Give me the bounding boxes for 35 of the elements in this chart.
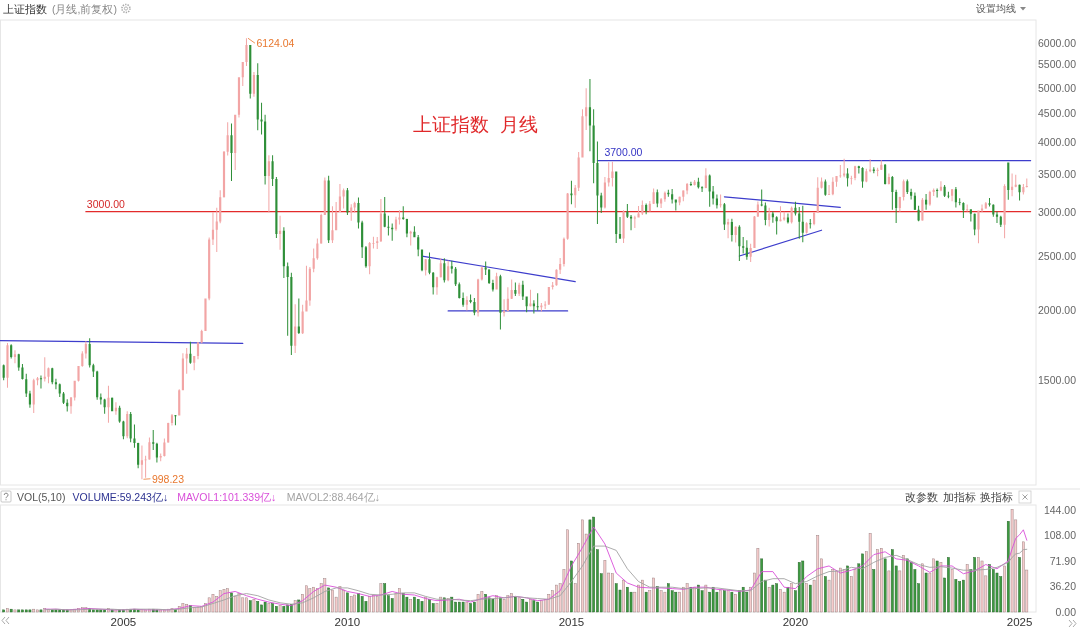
chart-title: VOL(5,10) xyxy=(17,491,66,503)
x-tick-label: 2025 xyxy=(1006,616,1033,628)
y-tick-label: 4000.00 xyxy=(1038,135,1077,148)
y-tick-label: 108.00 xyxy=(1043,529,1077,542)
x-tick-label: 2020 xyxy=(782,616,809,628)
text: 加指标 xyxy=(942,491,976,503)
annotation: 998.23 xyxy=(151,472,185,485)
y-tick-label: 2500.00 xyxy=(1038,250,1077,263)
y-tick-label: 2000.00 xyxy=(1038,304,1077,317)
text: MAVOL2:88.464亿↓ xyxy=(286,491,380,503)
text: 换指标 xyxy=(980,491,1013,503)
y-tick-label: 3500.00 xyxy=(1038,168,1077,181)
y-tick-label: 5500.00 xyxy=(1038,58,1077,71)
y-tick-label: 4500.00 xyxy=(1038,107,1077,120)
annotation: 3000.00 xyxy=(86,197,125,210)
y-tick-label: 6000.00 xyxy=(1038,37,1077,50)
y-tick-label: 5000.00 xyxy=(1038,81,1077,94)
y-tick-label: 144.00 xyxy=(1043,503,1077,516)
chart-subtitle: (月线,前复权) xyxy=(52,3,117,15)
y-tick-label: 3000.00 xyxy=(1038,205,1077,218)
text: VOLUME:59.243亿↓ xyxy=(72,491,169,503)
x-tick-label: 2005 xyxy=(110,616,137,628)
x-tick-label: 2010 xyxy=(334,616,361,628)
annotation: 6124.04 xyxy=(256,37,295,50)
text: 设置均线 xyxy=(976,3,1016,14)
annotation: 3700.00 xyxy=(604,145,643,158)
y-tick-label: 71.90 xyxy=(1049,555,1077,568)
text: 改参数 xyxy=(905,491,938,503)
annotation: 上证指数 月线 xyxy=(413,114,538,135)
text: MAVOL1:101.339亿↓ xyxy=(177,491,277,503)
y-tick-label: 0.00 xyxy=(1055,606,1077,618)
y-tick-label: 1500.00 xyxy=(1038,374,1077,387)
x-tick-label: 2015 xyxy=(558,616,585,628)
y-tick-label: 36.20 xyxy=(1049,580,1077,593)
chart-title: 上证指数 xyxy=(3,3,47,15)
